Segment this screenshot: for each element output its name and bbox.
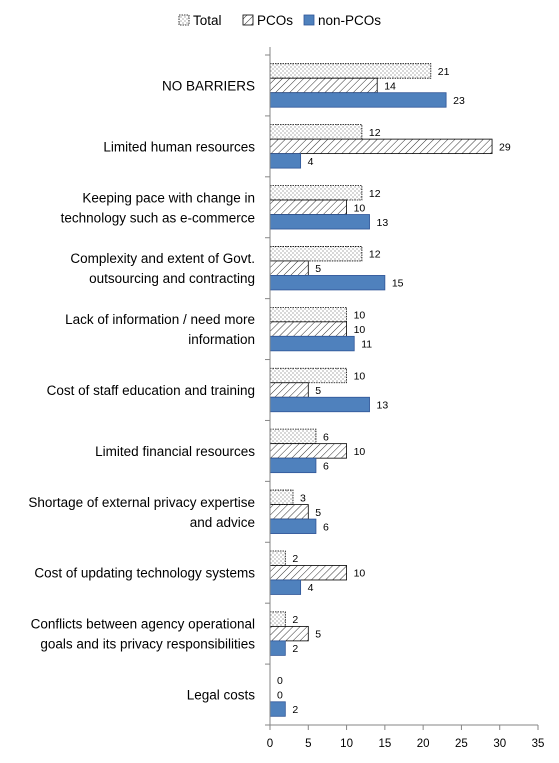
- value-label-pcos-limited-financial-resources: 10: [354, 446, 366, 458]
- x-tick-label-0: 0: [267, 738, 273, 750]
- bar-pcos-limited-human-resources: [269, 138, 493, 155]
- bar-non-pcos-shortage-of-external-privacy-expertise-and-advice: [269, 518, 317, 534]
- value-label-pcos-shortage-of-external-privacy-expertise-and-advice: 5: [315, 507, 321, 519]
- bar-pcos-limited-financial-resources: [269, 443, 347, 459]
- value-label-non-pcos-keeping-pace-with-change-in-technology-such-as-e-commerce: 13: [377, 217, 389, 229]
- category-label-complexity-and-extent-of-govt-outsourcing-and-contracting: Complexity and extent of Govt. outsourcin…: [70, 251, 255, 286]
- bar-total-limited-human-resources: [269, 124, 363, 140]
- bar-non-pcos-cost-of-updating-technology-systems: [269, 579, 302, 595]
- value-label-pcos-complexity-and-extent-of-govt-outsourcing-and-contracting: 5: [315, 263, 321, 275]
- bar-pcos-lack-of-information-need-more-information: [269, 321, 347, 337]
- bar-pcos-cost-of-updating-technology-systems: [269, 565, 347, 581]
- value-label-non-pcos-cost-of-staff-education-and-training: 13: [377, 400, 389, 412]
- bar-non-pcos-legal-costs: [269, 701, 286, 717]
- category-label-cost-of-staff-education-and-training: Cost of staff education and training: [47, 383, 255, 398]
- legend-item-total: Total: [178, 13, 222, 28]
- value-label-total-conflicts-between-agency-operational-goals-and-its-privacy-responsibilities: 2: [292, 614, 298, 626]
- value-label-pcos-cost-of-staff-education-and-training: 5: [315, 385, 321, 397]
- value-label-pcos-lack-of-information-need-more-information: 10: [354, 324, 366, 336]
- category-label-limited-financial-resources: Limited financial resources: [95, 444, 255, 459]
- legend-label-non-pcos: non-PCOs: [318, 13, 381, 28]
- bar-total-complexity-and-extent-of-govt-outsourcing-and-contracting: [269, 246, 363, 262]
- value-label-total-shortage-of-external-privacy-expertise-and-advice: 3: [300, 492, 306, 504]
- bar-pcos-cost-of-staff-education-and-training: [269, 382, 309, 398]
- bar-pcos-conflicts-between-agency-operational-goals-and-its-privacy-responsibilities: [269, 625, 309, 642]
- legend-swatch-pcos: [242, 14, 254, 26]
- value-label-non-pcos-legal-costs: 2: [292, 704, 298, 716]
- category-label-shortage-of-external-privacy-expertise-and-advice: Shortage of external privacy expertise an…: [28, 495, 255, 530]
- value-label-total-complexity-and-extent-of-govt-outsourcing-and-contracting: 12: [369, 249, 381, 261]
- value-label-non-pcos-no-barriers: 23: [453, 95, 465, 107]
- value-label-total-cost-of-updating-technology-systems: 2: [292, 553, 298, 565]
- category-label-conflicts-between-agency-operational-goals-and-its-privacy-responsibilities: Conflicts between agency operational goal…: [31, 617, 256, 652]
- value-label-pcos-legal-costs: 0: [277, 690, 283, 702]
- bar-total-limited-financial-resources: [269, 428, 317, 445]
- legend: Total PCOs non-PCOs: [178, 13, 381, 28]
- bar-non-pcos-lack-of-information-need-more-information: [269, 335, 355, 352]
- x-tick-label-20: 20: [417, 738, 430, 750]
- legend-swatch-total: [178, 14, 190, 26]
- x-tick-label-35: 35: [532, 738, 545, 750]
- legend-label-pcos: PCOs: [257, 13, 293, 28]
- bar-total-conflicts-between-agency-operational-goals-and-its-privacy-responsibilities: [269, 611, 286, 627]
- value-label-pcos-limited-human-resources: 29: [499, 141, 511, 153]
- value-label-total-cost-of-staff-education-and-training: 10: [354, 371, 366, 383]
- value-label-pcos-keeping-pace-with-change-in-technology-such-as-e-commerce: 10: [354, 202, 366, 214]
- value-label-pcos-cost-of-updating-technology-systems: 10: [354, 568, 366, 580]
- bar-pcos-keeping-pace-with-change-in-technology-such-as-e-commerce: [269, 199, 347, 215]
- bar-total-no-barriers: [269, 63, 432, 79]
- bar-total-keeping-pace-with-change-in-technology-such-as-e-commerce: [269, 185, 363, 201]
- category-label-lack-of-information-need-more-information: Lack of information / need more informati…: [65, 312, 255, 347]
- x-tick-label-25: 25: [455, 738, 468, 750]
- value-label-non-pcos-limited-human-resources: 4: [308, 156, 314, 168]
- value-label-non-pcos-lack-of-information-need-more-information: 11: [361, 339, 372, 351]
- category-label-cost-of-updating-technology-systems: Cost of updating technology systems: [34, 566, 255, 581]
- value-label-total-lack-of-information-need-more-information: 10: [354, 310, 366, 322]
- value-label-pcos-conflicts-between-agency-operational-goals-and-its-privacy-responsibilities: 5: [315, 629, 321, 641]
- bar-non-pcos-cost-of-staff-education-and-training: [269, 396, 370, 413]
- bar-non-pcos-conflicts-between-agency-operational-goals-and-its-privacy-responsibilities: [269, 640, 286, 656]
- value-label-non-pcos-cost-of-updating-technology-systems: 4: [308, 582, 314, 594]
- bar-total-cost-of-staff-education-and-training: [269, 367, 347, 384]
- category-label-keeping-pace-with-change-in-technology-such-as-e-commerce: Keeping pace with change in technology su…: [61, 190, 255, 225]
- legend-label-total: Total: [193, 13, 222, 28]
- value-label-non-pcos-conflicts-between-agency-operational-goals-and-its-privacy-responsibilities: 2: [292, 643, 298, 655]
- bar-non-pcos-limited-financial-resources: [269, 457, 317, 474]
- x-tick-label-10: 10: [340, 738, 353, 750]
- category-label-limited-human-resources: Limited human resources: [103, 139, 255, 154]
- value-label-total-no-barriers: 21: [438, 66, 450, 78]
- bar-non-pcos-no-barriers: [269, 92, 447, 108]
- bar-total-lack-of-information-need-more-information: [269, 306, 347, 323]
- value-label-pcos-no-barriers: 14: [384, 80, 396, 92]
- bar-pcos-no-barriers: [269, 77, 378, 94]
- category-label-no-barriers: NO BARRIERS: [162, 78, 255, 93]
- x-tick-label-15: 15: [378, 738, 391, 750]
- bar-total-cost-of-updating-technology-systems: [269, 550, 286, 566]
- bar-non-pcos-limited-human-resources: [269, 153, 302, 169]
- category-label-legal-costs: Legal costs: [187, 688, 256, 703]
- bar-pcos-complexity-and-extent-of-govt-outsourcing-and-contracting: [269, 260, 309, 276]
- x-tick-label-5: 5: [305, 738, 311, 750]
- value-label-total-keeping-pace-with-change-in-technology-such-as-e-commerce: 12: [369, 188, 381, 200]
- value-label-non-pcos-shortage-of-external-privacy-expertise-and-advice: 6: [323, 521, 329, 533]
- legend-swatch-non-pcos: [303, 14, 315, 26]
- value-label-total-limited-financial-resources: 6: [323, 431, 329, 443]
- bar-non-pcos-keeping-pace-with-change-in-technology-such-as-e-commerce: [269, 214, 370, 230]
- value-label-non-pcos-limited-financial-resources: 6: [323, 460, 329, 472]
- bar-total-shortage-of-external-privacy-expertise-and-advice: [269, 489, 294, 505]
- legend-item-pcos: PCOs: [242, 13, 293, 28]
- bar-non-pcos-complexity-and-extent-of-govt-outsourcing-and-contracting: [269, 275, 386, 291]
- value-label-total-legal-costs: 0: [277, 675, 283, 687]
- legend-item-non-pcos: non-PCOs: [303, 13, 381, 28]
- value-label-total-limited-human-resources: 12: [369, 127, 381, 139]
- x-tick-label-30: 30: [493, 738, 506, 750]
- bar-pcos-shortage-of-external-privacy-expertise-and-advice: [269, 504, 309, 520]
- value-label-non-pcos-complexity-and-extent-of-govt-outsourcing-and-contracting: 15: [392, 278, 404, 290]
